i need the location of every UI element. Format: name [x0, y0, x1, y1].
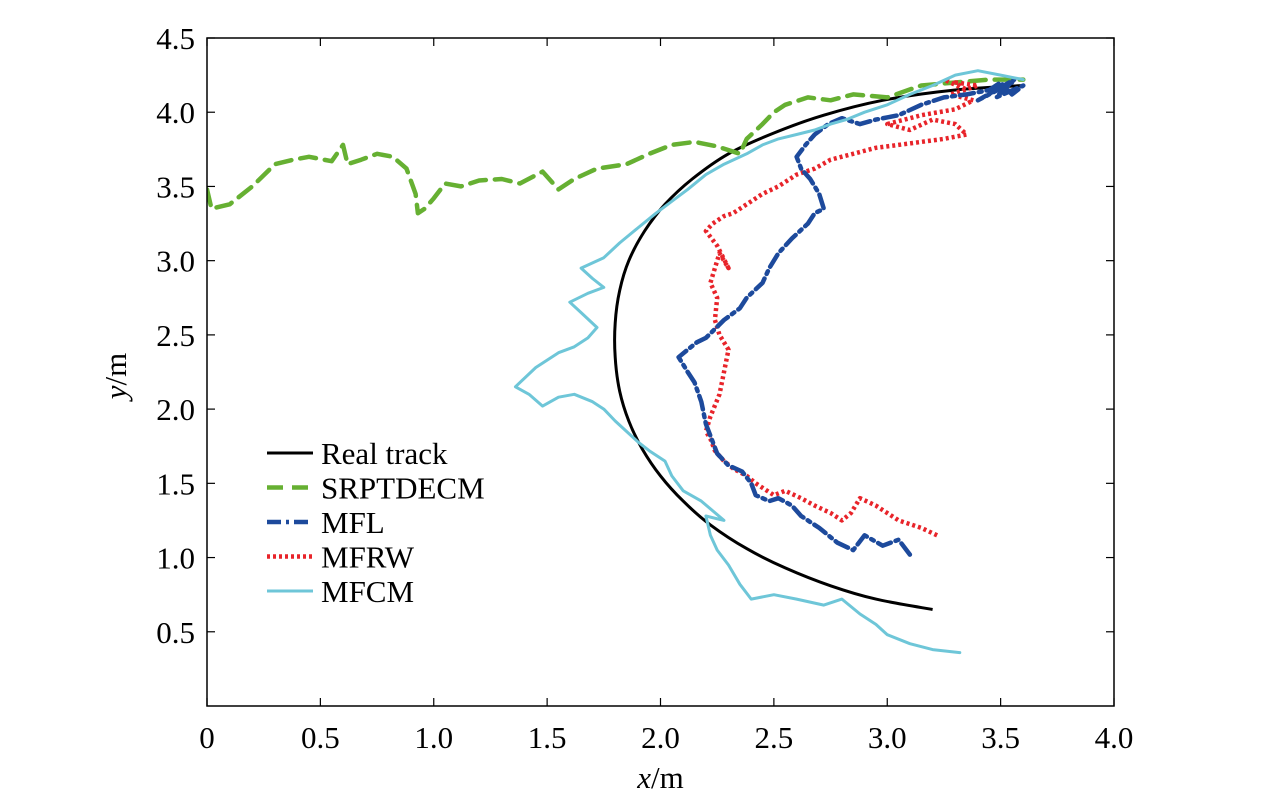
x-tick-label: 1.0 [414, 720, 453, 755]
y-tick-label: 2.0 [156, 392, 195, 427]
y-tick-label: 4.0 [156, 95, 195, 130]
x-axis-label: x/m [636, 760, 684, 795]
y-tick-label: 2.5 [156, 318, 195, 353]
x-axis-label-var: x [636, 760, 651, 795]
x-tick-label: 1.5 [528, 720, 567, 755]
x-tick-label: 3.5 [981, 720, 1020, 755]
y-axis-label-unit: /m [98, 353, 133, 386]
x-tick-label: 2.0 [641, 720, 680, 755]
y-tick-label: 3.0 [156, 244, 195, 279]
legend-label: MFRW [321, 540, 415, 575]
legend-label: Real track [321, 436, 448, 471]
y-tick-label: 3.5 [156, 169, 195, 204]
axis-ticks [206, 37, 1115, 706]
y-tick-label: 0.5 [156, 615, 195, 650]
y-tick-label: 4.5 [156, 21, 195, 56]
axis-tick-labels: 0 0.5 1.0 1.5 2.0 2.5 3.0 3.5 4.0 0.5 1.0 1.5 2.0 2.5… [156, 21, 1133, 755]
x-tick-label: 2.5 [755, 720, 794, 755]
y-tick-label: 1.0 [156, 541, 195, 576]
y-axis-label-var: y [98, 385, 133, 402]
series-line-srptdecm [207, 77, 1026, 216]
legend-label: MFCM [321, 574, 414, 609]
y-tick-label: 1.5 [156, 466, 195, 501]
legend-label: MFL [321, 505, 385, 540]
series-line-mfcm [513, 69, 1025, 655]
x-tick-label: 4.0 [1095, 720, 1134, 755]
legend-label: SRPTDECM [321, 471, 485, 506]
x-tick-label: 0 [199, 720, 215, 755]
series-line-mfrw [703, 77, 981, 538]
y-axis-label: y/m [98, 353, 133, 403]
x-axis-label-unit: /m [651, 760, 684, 795]
series-line-real-track [613, 84, 1024, 611]
x-tick-label: 0.5 [301, 720, 340, 755]
plot-series-group [207, 69, 1026, 655]
series-line-mfl [676, 77, 1026, 557]
x-tick-label: 3.0 [868, 720, 907, 755]
